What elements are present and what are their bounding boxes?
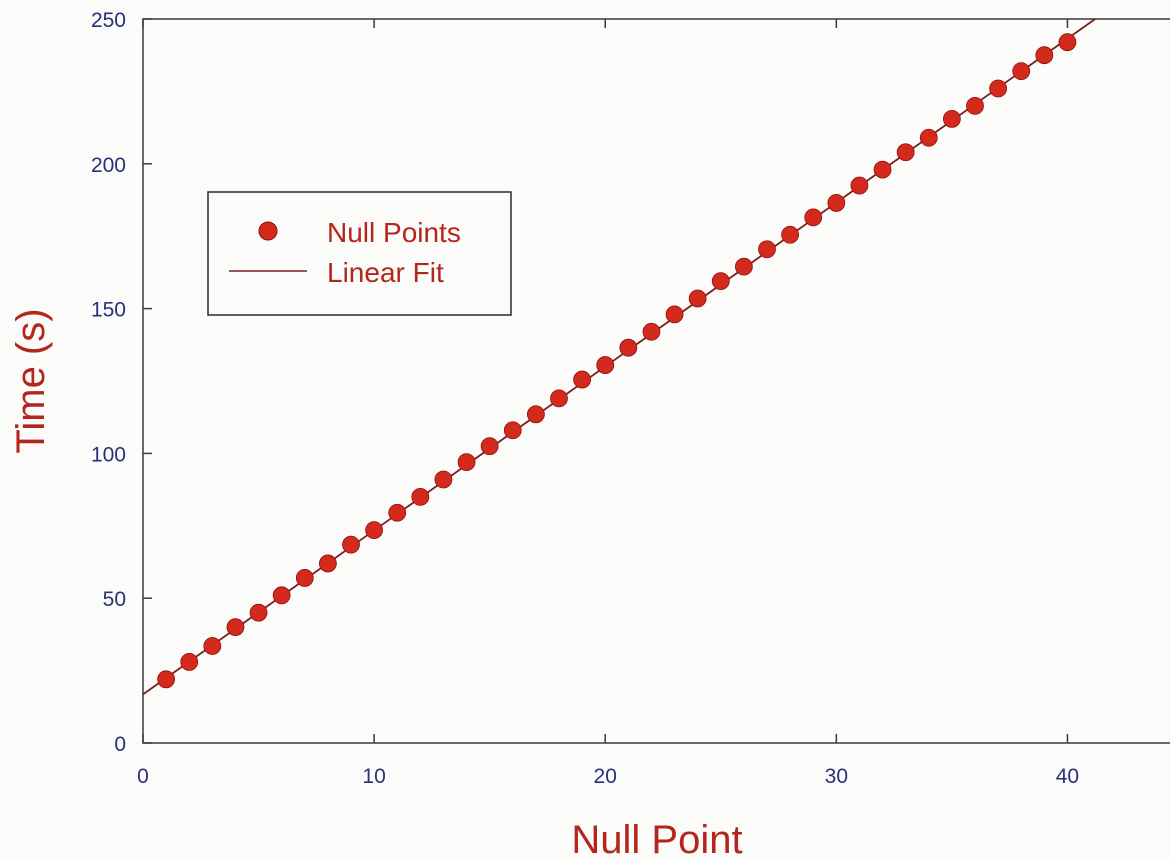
null-point-marker [1058, 33, 1077, 52]
plot-frame [142, 18, 1170, 744]
null-point-marker [642, 322, 661, 341]
null-point-marker [619, 338, 638, 357]
null-point-marker [688, 289, 707, 308]
null-point-marker [942, 110, 961, 128]
null-point-marker [781, 225, 800, 244]
y-tick-label: 50 [103, 588, 126, 611]
null-point-marker [758, 240, 776, 259]
null-point-marker [596, 356, 615, 374]
null-point-marker [966, 96, 984, 115]
x-tick-label: 10 [362, 765, 385, 788]
null-point-marker [1012, 62, 1031, 81]
y-tick-label: 0 [114, 733, 126, 756]
null-point-marker [295, 569, 314, 587]
null-point-marker [873, 160, 892, 179]
null-point-marker [896, 143, 915, 162]
legend-box [207, 191, 512, 316]
null-point-marker [573, 370, 592, 389]
null-point-marker [804, 208, 823, 227]
x-tick-label: 30 [825, 765, 848, 788]
null-point-marker [989, 79, 1008, 98]
null-point-marker [711, 272, 730, 290]
null-point-marker [342, 535, 360, 554]
x-tick-label: 0 [137, 765, 149, 788]
null-point-marker [480, 437, 499, 456]
x-tick-label: 40 [1056, 765, 1079, 788]
null-point-marker [919, 128, 938, 147]
null-point-marker [411, 487, 430, 506]
y-axis-title: Time (s) [9, 308, 53, 453]
axis-ticks: 0 10 20 30 40 0 50 100 150 200 250 [91, 9, 1079, 788]
null-point-marker [1035, 46, 1054, 65]
null-point-marker [434, 470, 453, 489]
null-point-marker [457, 453, 476, 471]
null-point-marker [526, 405, 545, 424]
null-point-marker [503, 421, 522, 440]
legend-label-linear-fit: Linear Fit [327, 257, 444, 288]
y-tick-label: 100 [91, 443, 126, 466]
null-point-marker [734, 257, 753, 276]
legend-label-null-points: Null Points [327, 217, 461, 248]
null-point-marker [249, 603, 268, 622]
null-point-marker [272, 586, 291, 605]
x-axis-title: Null Point [571, 818, 742, 858]
null-point-marker [203, 637, 222, 655]
null-point-marker [850, 176, 869, 195]
null-point-marker [550, 389, 568, 408]
null-point-marker [157, 670, 176, 689]
null-point-marker [388, 503, 407, 522]
data-points [157, 33, 1077, 689]
null-point-marker [318, 554, 337, 573]
y-tick-label: 200 [91, 154, 126, 177]
null-point-marker [827, 193, 846, 212]
legend-marker-null-points [258, 221, 278, 241]
null-point-marker [365, 521, 384, 540]
null-point-marker [180, 653, 199, 671]
null-point-marker [665, 305, 684, 324]
y-tick-label: 150 [91, 299, 126, 322]
y-tick-label: 250 [91, 9, 126, 32]
null-point-marker [226, 618, 245, 637]
legend: Null Points Linear Fit [207, 191, 512, 316]
x-tick-label: 20 [594, 765, 617, 788]
